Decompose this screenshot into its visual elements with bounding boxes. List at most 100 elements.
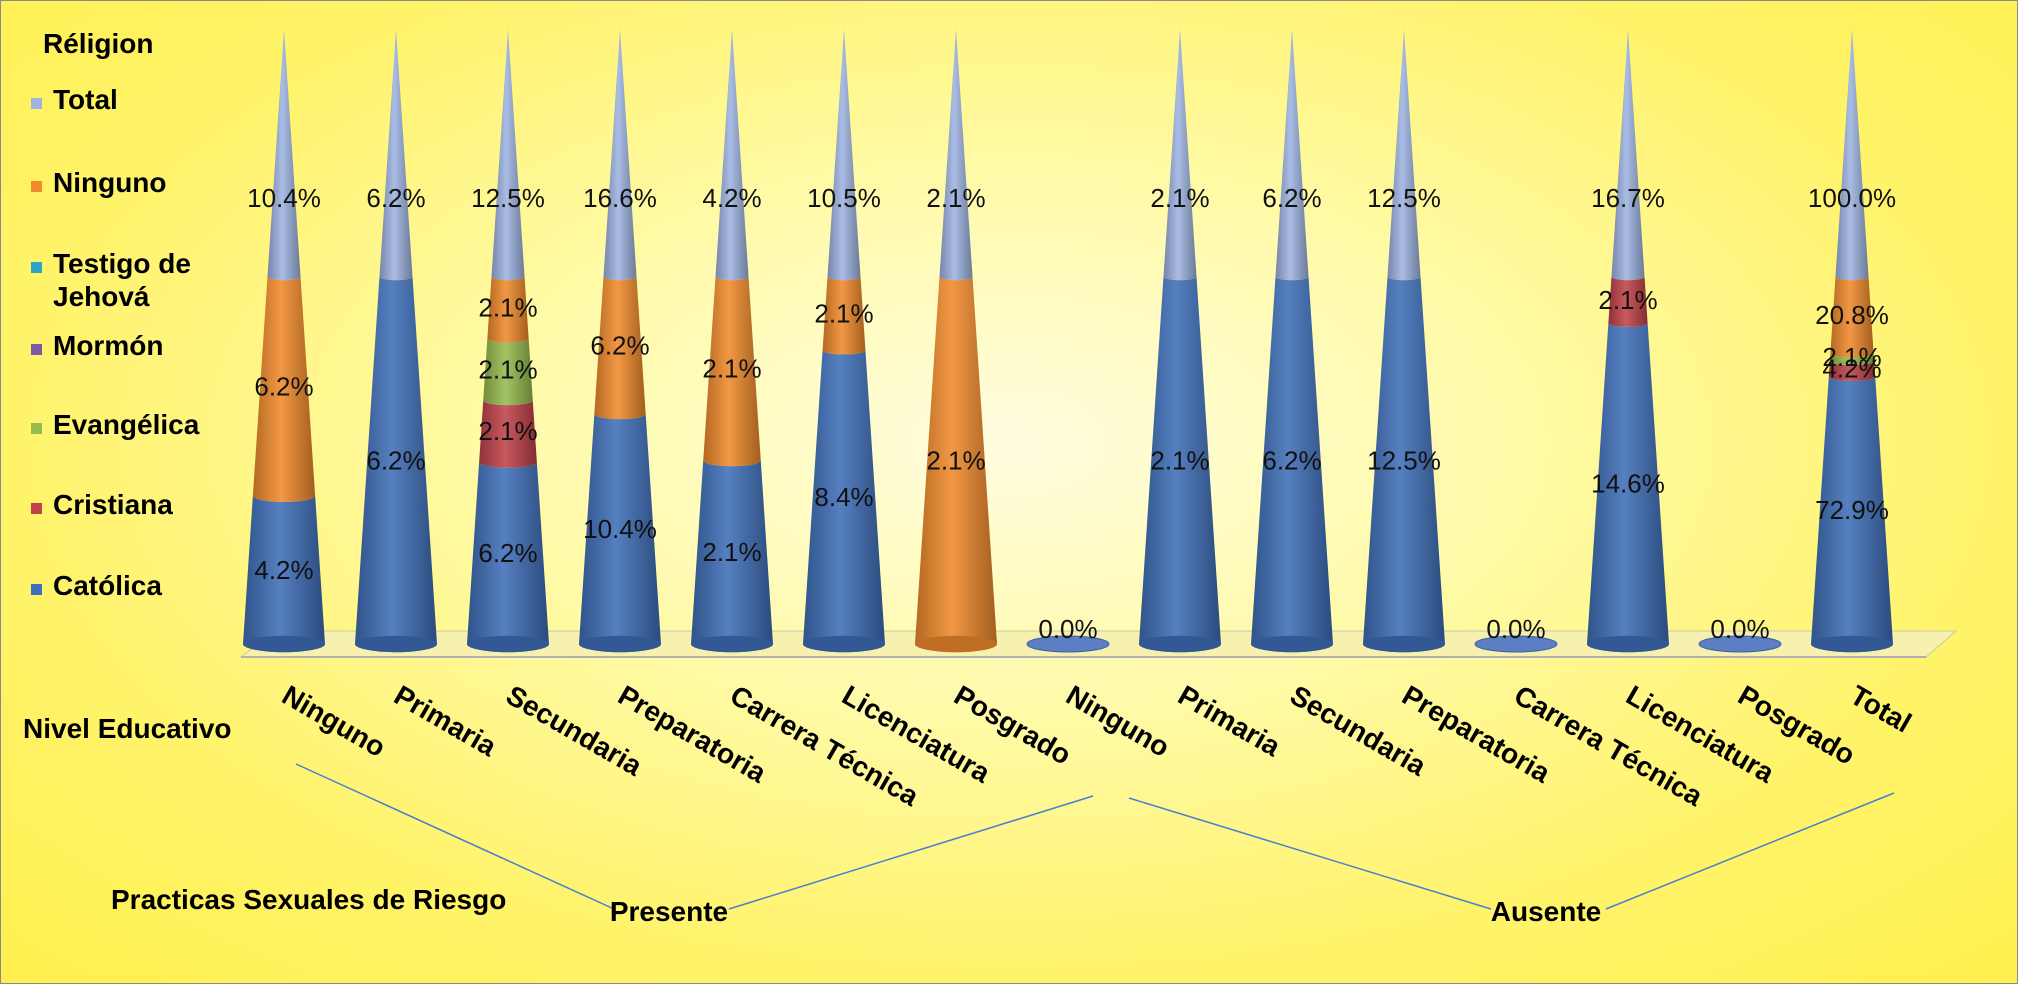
value-label: 6.2% (1262, 445, 1321, 475)
cone-segment-catolica-ausente-primaria (1139, 276, 1221, 653)
cone-segment-ninguno-presente-posgrado (915, 276, 997, 653)
cone-base-ausente-primaria (1139, 635, 1221, 653)
legend-swatch-testigo-de-jehova (31, 262, 42, 273)
cone-base-ausente-secundaria (1251, 635, 1333, 653)
cone-segment-total-ausente-licenciatura (1611, 29, 1645, 281)
legend-swatch-mormon (31, 344, 42, 355)
group-bracket-line (295, 763, 615, 910)
legend-swatch-evangelica (31, 423, 42, 434)
cone-segment-total-presente-secundaria (491, 29, 525, 281)
cone-segment-catolica-ausente-secundaria (1251, 276, 1333, 653)
cone-segment-ninguno-ausente-total (1830, 276, 1874, 358)
cone-base-ausente-total (1811, 635, 1893, 653)
cone-segment-ninguno-presente-carrera-tecnica (703, 276, 761, 467)
cone-segment-cristiana-ausente-total (1828, 360, 1876, 381)
category-label: Primaria (389, 679, 502, 762)
cone-segment-total-ausente-primaria (1163, 29, 1197, 281)
cone-segment-ninguno-presente-licenciatura (822, 276, 866, 355)
cone-base-presente-primaria (355, 635, 437, 653)
value-label: 2.1% (702, 537, 761, 567)
value-label: 6.2% (478, 538, 537, 568)
group-label: Presente (610, 896, 728, 927)
category-label: Total (1845, 679, 1917, 738)
total-label: 6.2% (366, 183, 425, 213)
cone-segment-catolica-ausente-licenciatura (1587, 323, 1669, 653)
category-label: Primaria (1173, 679, 1286, 762)
value-label: 2.1% (702, 354, 761, 384)
cone-base-presente-licenciatura (803, 635, 885, 653)
cone-segment-ninguno-presente-secundaria (487, 276, 529, 343)
value-label: 12.5% (1367, 445, 1441, 475)
total-label: 12.5% (1367, 183, 1441, 213)
value-label: 72.9% (1815, 495, 1889, 525)
cone-base-presente-posgrado (915, 635, 997, 653)
total-label: 100.0% (1808, 183, 1896, 213)
cone-segment-catolica-presente-licenciatura (803, 350, 885, 653)
cone-segment-ninguno-presente-preparatoria (594, 276, 646, 420)
value-label: 0.0% (1038, 614, 1097, 644)
total-label: 16.6% (583, 183, 657, 213)
group-label: Ausente (1491, 896, 1601, 927)
cone-segment-catolica-presente-secundaria (467, 461, 549, 653)
total-label: 12.5% (471, 183, 545, 213)
value-label: 4.2% (254, 555, 313, 585)
cone-base-ausente-licenciatura (1587, 635, 1669, 653)
empty-cone-ausente-carrera-tecnica (1474, 635, 1558, 653)
legend-swatch-ninguno (31, 181, 42, 192)
category-label: Carrera Técnica (725, 679, 924, 812)
value-label: 0.0% (1486, 614, 1545, 644)
legend-label-testigo-de-jehova: Testigo de Jehová (53, 248, 191, 312)
total-label: 2.1% (1150, 183, 1209, 213)
total-label: 4.2% (702, 183, 761, 213)
legend-label-evangelica: Evangélica (53, 409, 200, 440)
value-label-layer: 4.2% 6.2% 10.4% 6.2% 6.2% 6.2% 2.1% 2.1% 2.1% 12.… (247, 183, 1896, 644)
category-label: Ninguno (1061, 679, 1175, 763)
legend-swatch-total (31, 98, 42, 109)
empty-cone-ausente-ninguno (1026, 635, 1110, 653)
value-label: 2.1% (1150, 445, 1209, 475)
cone-segment-catolica-ausente-preparatoria (1363, 276, 1445, 653)
legend-swatch-cristiana (31, 503, 42, 514)
legend: Réligion Total Ninguno Testigo de Jehová Morm… (31, 28, 200, 601)
cone-segment-total-presente-primaria (379, 29, 413, 281)
total-label: 10.4% (247, 183, 321, 213)
cone-layer (243, 29, 1893, 653)
cone-segment-cristiana-presente-secundaria (479, 400, 537, 468)
legend-swatch-catolica (31, 584, 42, 595)
value-label: 8.4% (814, 482, 873, 512)
cone-segment-evangelica-ausente-total (1829, 353, 1875, 366)
total-label: 16.7% (1591, 183, 1665, 213)
value-label: 2.1% (1598, 285, 1657, 315)
group-bracket-line (1128, 797, 1492, 910)
legend-label-cristiana: Cristiana (53, 489, 173, 520)
cone-base-presente-ninguno (243, 635, 325, 653)
x-axis-title: Nivel Educativo (23, 713, 232, 744)
category-label: Carrera Técnica (1509, 679, 1708, 812)
total-label: 2.1% (926, 183, 985, 213)
cone-segment-catolica-presente-primaria (354, 276, 437, 653)
cone-segment-total-presente-preparatoria (603, 29, 637, 281)
legend-label-catolica: Católica (53, 570, 162, 601)
value-label: 2.1% (478, 293, 537, 323)
cone-segment-catolica-ausente-total (1811, 376, 1893, 653)
cone-segment-total-presente-licenciatura (827, 29, 861, 281)
legend-label-mormon: Mormón (53, 330, 163, 361)
value-label: 14.6% (1591, 469, 1665, 499)
value-label: 2.1% (926, 445, 985, 475)
cone-base-presente-preparatoria (579, 635, 661, 653)
group-axis-title: Practicas Sexuales de Riesgo (111, 884, 506, 915)
empty-cone-ausente-posgrado (1698, 635, 1782, 653)
group-bracket-line (1605, 792, 1895, 910)
cone-segment-cristiana-ausente-licenciatura (1608, 276, 1648, 327)
cone-base-presente-secundaria (467, 635, 549, 653)
cone-segment-total-ausente-secundaria (1275, 29, 1309, 281)
value-label: 2.1% (478, 354, 537, 384)
cone-segment-catolica-presente-ninguno (243, 495, 325, 653)
value-label: 2.1% (814, 299, 873, 329)
value-label: 2.1% (478, 416, 537, 446)
cone-base-presente-carrera-tecnica (691, 635, 773, 653)
cone-segment-catolica-presente-preparatoria (579, 413, 661, 653)
value-label: 20.8% (1815, 300, 1889, 330)
cone-base-ausente-preparatoria (1363, 635, 1445, 653)
total-label: 6.2% (1262, 183, 1321, 213)
